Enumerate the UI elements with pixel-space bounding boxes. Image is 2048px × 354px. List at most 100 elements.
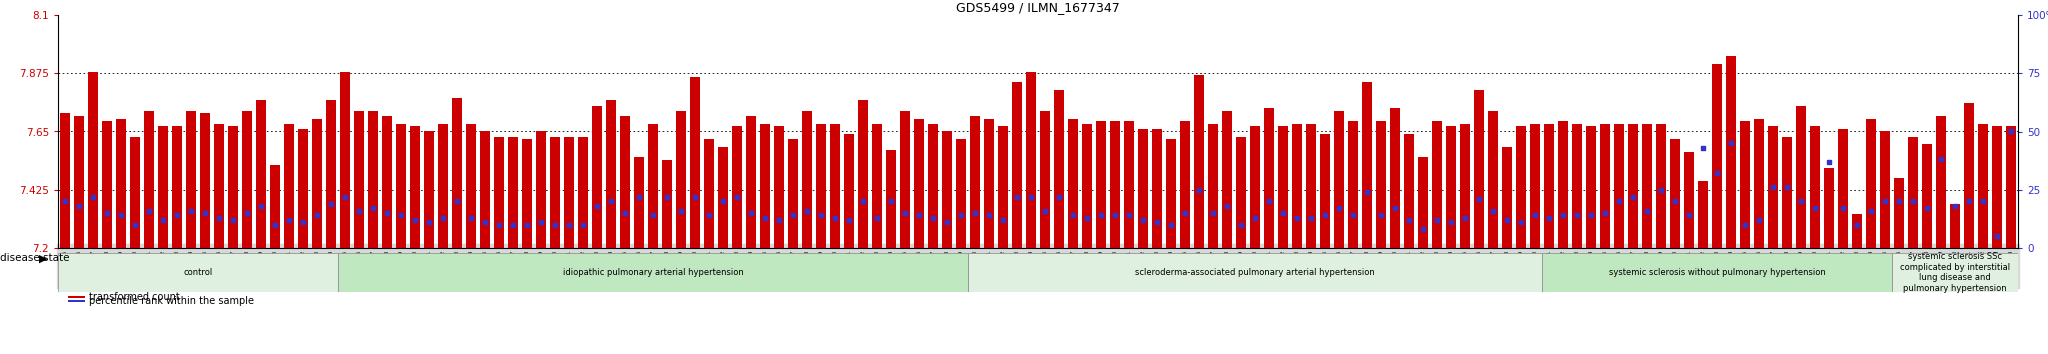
Point (90, 210, 123, 216)
Point (930, 219, 963, 225)
Bar (1909, 137, 1917, 248)
Point (1057, 212, 1090, 218)
Bar (662, 160, 672, 248)
Bar (1657, 124, 1665, 248)
Point (1700, 171, 1733, 176)
Point (1532, 215, 1565, 221)
Point (1448, 215, 1481, 221)
Bar (1124, 121, 1135, 248)
Bar (1573, 124, 1581, 248)
Bar (1069, 119, 1077, 248)
Point (1155, 222, 1188, 228)
Bar (1139, 129, 1147, 248)
Bar (1599, 124, 1610, 248)
Bar (844, 134, 854, 248)
Bar (57, 253, 338, 292)
Point (1630, 208, 1663, 213)
Bar (578, 137, 588, 248)
Point (1169, 210, 1202, 216)
Bar (285, 124, 295, 248)
Point (1210, 203, 1243, 209)
Point (1001, 194, 1034, 200)
Point (903, 212, 936, 218)
Point (1604, 199, 1636, 204)
Point (1659, 199, 1692, 204)
Bar (1153, 129, 1161, 248)
Bar (676, 111, 686, 248)
Bar (1825, 168, 1833, 248)
Bar (1292, 124, 1303, 248)
Point (1882, 199, 1915, 204)
Text: systemic sclerosis without pulmonary hypertension: systemic sclerosis without pulmonary hyp… (1608, 268, 1825, 277)
Bar (1964, 103, 1974, 248)
Bar (326, 101, 336, 248)
Bar (1096, 121, 1106, 248)
Bar (1892, 253, 2017, 292)
Point (1868, 199, 1901, 204)
Point (1729, 222, 1761, 228)
Bar (803, 111, 811, 248)
Point (637, 212, 670, 218)
Point (49, 199, 82, 204)
Point (244, 203, 276, 209)
Bar (1712, 64, 1722, 248)
Point (1253, 199, 1286, 204)
Point (1980, 234, 2013, 239)
Bar (74, 116, 84, 248)
Point (1014, 194, 1047, 200)
Point (1896, 199, 1929, 204)
Point (385, 212, 418, 218)
Bar (1753, 119, 1763, 248)
Point (1688, 145, 1720, 151)
Point (469, 219, 502, 225)
Point (1309, 212, 1341, 218)
Point (1266, 210, 1298, 216)
Bar (158, 126, 168, 248)
Point (1925, 156, 1958, 162)
Bar (1796, 105, 1806, 248)
Point (721, 194, 754, 200)
Bar (172, 126, 182, 248)
Bar (424, 131, 434, 248)
Point (1085, 212, 1118, 218)
Point (76, 194, 109, 200)
Point (1141, 219, 1174, 225)
Point (1757, 184, 1790, 190)
Bar (395, 124, 406, 248)
Bar (1237, 137, 1245, 248)
Bar (971, 116, 979, 248)
Point (1491, 217, 1524, 223)
Bar (1894, 178, 1905, 248)
Point (328, 194, 360, 200)
Bar (1223, 111, 1233, 248)
Point (944, 212, 977, 218)
Point (1939, 203, 1972, 209)
Point (1784, 199, 1817, 204)
Bar (1683, 152, 1694, 248)
Bar (551, 137, 559, 248)
Point (1112, 212, 1145, 218)
Point (1714, 140, 1747, 146)
Bar (1026, 72, 1036, 248)
Point (1616, 194, 1649, 200)
Bar (242, 111, 252, 248)
Bar (102, 121, 113, 248)
Point (440, 199, 473, 204)
Bar (719, 147, 727, 248)
Point (272, 217, 305, 223)
Bar (1628, 124, 1638, 248)
Point (735, 210, 768, 216)
Point (1098, 212, 1130, 218)
Point (455, 215, 487, 221)
Bar (1851, 214, 1862, 248)
Point (889, 210, 922, 216)
Bar (1208, 124, 1219, 248)
Bar (731, 126, 741, 248)
Point (483, 222, 516, 228)
Point (1323, 206, 1356, 211)
Bar (88, 72, 98, 248)
Text: idiopathic pulmonary arterial hypertension: idiopathic pulmonary arterial hypertensi… (563, 268, 743, 277)
Bar (299, 129, 307, 248)
Bar (227, 126, 238, 248)
Bar (1741, 121, 1749, 248)
